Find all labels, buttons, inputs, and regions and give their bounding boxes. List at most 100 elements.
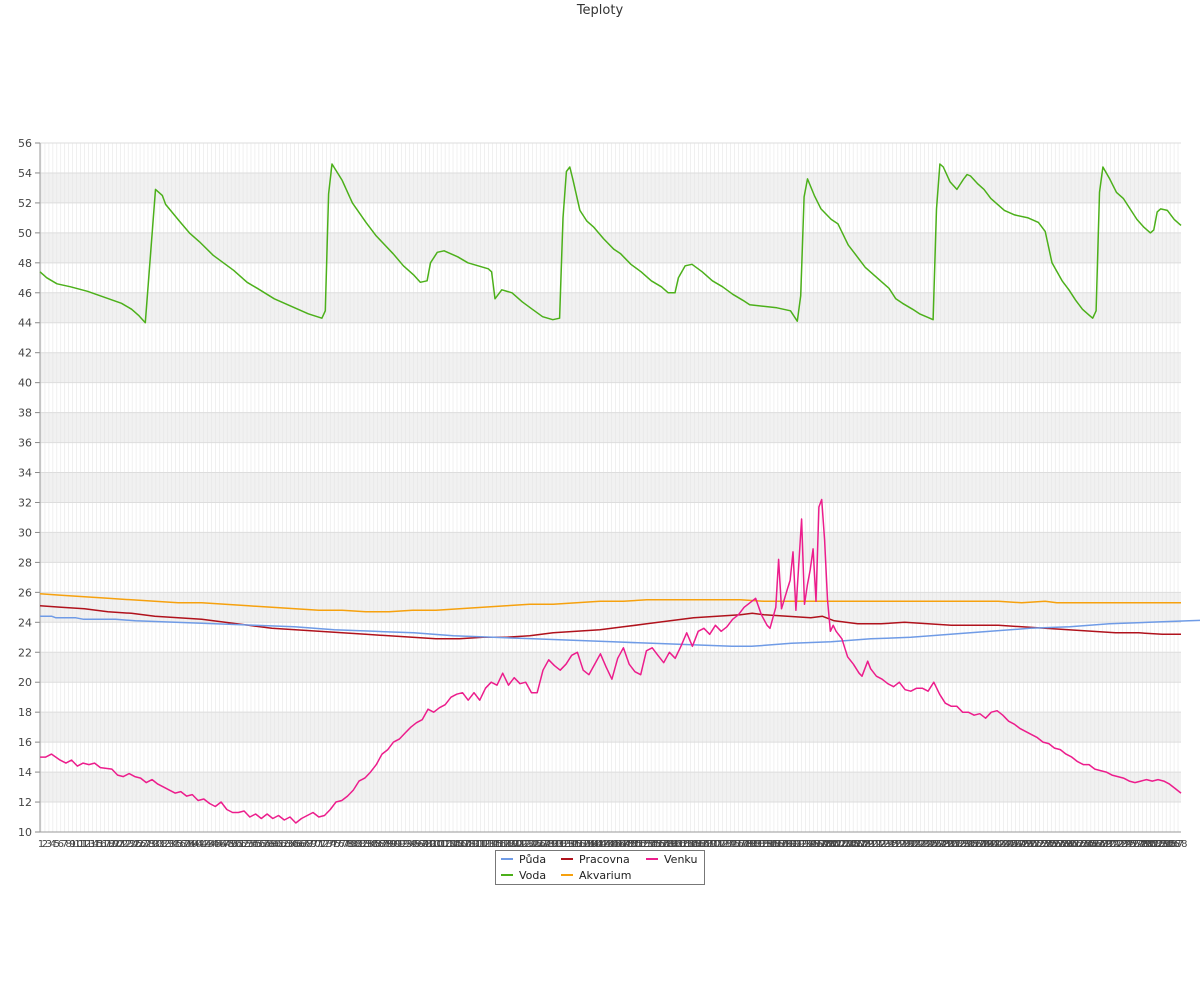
x-tick-label: 203 [832,839,851,850]
x-tick-label: 7 [62,839,68,850]
x-tick-label: 286 [1161,839,1180,850]
y-tick-label: 48 [18,257,32,270]
chart-title: Teploty [576,3,624,18]
x-tick-label: 188 [772,839,791,850]
x-tick-label: 84 [363,839,376,850]
x-tick-label: 241 [982,839,1001,850]
x-tick-label: 271 [1101,839,1120,850]
x-tick-label: 210 [859,839,878,850]
legend-item-akvarium: Akvarium [561,869,631,883]
x-tick-label: 229 [935,839,954,850]
x-tick-label: 256 [1042,839,1061,850]
x-tick-label: 150 [622,839,641,850]
x-tick-label: 249 [1014,839,1033,850]
x-tick-label: 116 [487,839,506,850]
x-tick-label: 288 [1168,839,1187,850]
x-tick-label: 101 [428,839,447,850]
x-tick-label: 193 [792,839,811,850]
x-tick-label: 96 [411,839,424,850]
x-tick-label: 113 [475,839,494,850]
x-tick-label: 119 [499,839,518,850]
series-line-voda [39,163,1182,324]
x-tick-label: 54 [245,839,258,850]
x-tick-label: 250 [1018,839,1037,850]
x-tick-label: 91 [391,839,404,850]
legend-swatch-venku [646,858,658,860]
x-tick-label: 191 [784,839,803,850]
x-tick-label: 63 [280,839,293,850]
x-tick-label: 279 [1133,839,1152,850]
x-tick-label: 50 [229,839,242,850]
grid-band [40,472,1181,503]
x-tick-label: 41 [193,839,206,850]
x-tick-label: 285 [1157,839,1176,850]
x-tick-label: 147 [610,839,629,850]
x-tick-label: 97 [415,839,428,850]
x-tick-label: 187 [768,839,787,850]
x-tick-label: 185 [760,839,779,850]
x-tick-label: 264 [1073,839,1092,850]
legend-label-pracovna: Pracovna [579,853,630,866]
x-tick-label: 215 [879,839,898,850]
x-tick-label: 29 [146,839,159,850]
x-tick-label: 205 [840,839,859,850]
x-tick-label: 123 [515,839,534,850]
x-tick-label: 198 [812,839,831,850]
x-tick-label: 73 [320,839,333,850]
y-tick-label: 54 [18,167,32,180]
x-tick-label: 199 [816,839,835,850]
x-tick-label: 236 [962,839,981,850]
x-tick-label: 225 [919,839,938,850]
x-tick-label: 173 [713,839,732,850]
x-tick-label: 158 [653,839,672,850]
y-tick-label: 30 [18,526,32,539]
x-tick-label: 202 [828,839,847,850]
x-tick-label: 268 [1089,839,1108,850]
x-tick-label: 224 [915,839,934,850]
y-tick-label: 34 [18,467,32,480]
legend-swatch-voda [501,874,513,876]
x-tick-label: 282 [1145,839,1164,850]
x-tick-label: 260 [1058,839,1077,850]
x-tick-label: 253 [1030,839,1049,850]
x-tick-label: 85 [367,839,380,850]
y-tick-label: 42 [18,347,32,360]
grid-band [40,532,1181,563]
x-tick-label: 56 [253,839,266,850]
x-tick-label: 239 [974,839,993,850]
x-tick-label: 115 [483,839,502,850]
x-tick-label: 106 [447,839,466,850]
x-tick-label: 47 [217,839,230,850]
x-tick-label: 42 [197,839,210,850]
x-tick-label: 48 [221,839,234,850]
x-tick-label: 111 [467,839,486,850]
x-tick-label: 35 [169,839,182,850]
x-tick-label: 171 [705,839,724,850]
x-tick-label: 28 [142,839,155,850]
series-line-půda [40,615,1200,648]
x-tick-label: 94 [403,839,416,850]
x-tick-label: 112 [471,839,490,850]
y-tick-label: 12 [18,796,32,809]
x-tick-label: 152 [630,839,649,850]
x-tick-label: 201 [824,839,843,850]
x-tick-label: 255 [1038,839,1057,850]
x-tick-label: 103 [436,839,455,850]
x-tick-label: 231 [943,839,962,850]
x-tick-label: 196 [804,839,823,850]
x-tick-label: 230 [939,839,958,850]
x-tick-label: 141 [586,839,605,850]
x-tick-label: 82 [356,839,369,850]
x-tick-label: 170 [701,839,720,850]
x-tick-label: 133 [554,839,573,850]
x-tick-label: 273 [1109,839,1128,850]
x-tick-label: 89 [383,839,396,850]
x-tick-label: 99 [423,839,436,850]
x-tick-label: 36 [173,839,186,850]
series-line-venku [40,498,1182,824]
x-tick-label: 44 [205,839,218,850]
y-tick-label: 26 [18,586,32,599]
x-tick-label: 10 [70,839,83,850]
legend-item-voda: Voda [501,869,546,883]
